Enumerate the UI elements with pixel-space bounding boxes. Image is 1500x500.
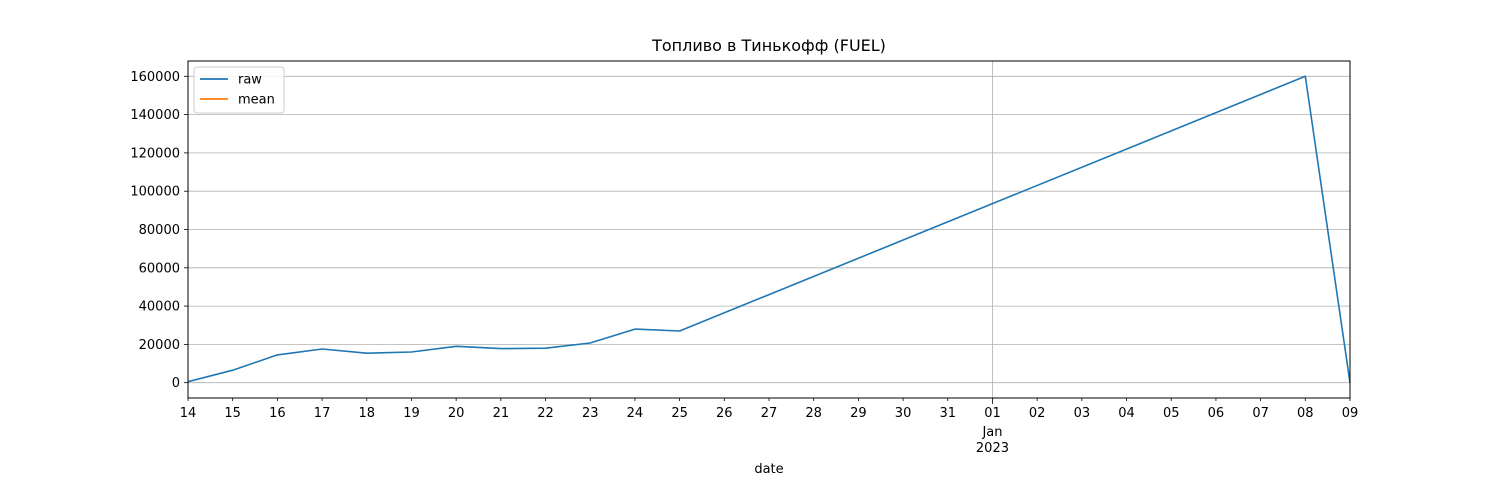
y-tick-label: 0 [172,376,180,391]
x-tick-label: 03 [1074,406,1091,421]
x-tick-sublabel: 2023 [976,441,1009,456]
legend-label-raw: raw [238,73,262,88]
x-tick-label: 19 [403,406,420,421]
x-tick-label: 31 [939,406,956,421]
x-tick-label: 28 [805,406,822,421]
series-lines [187,75,1351,383]
legend: raw mean [193,66,285,114]
x-tick-label: 01 [984,406,1001,421]
chart-title: Топливо в Тинькофф (FUEL) [651,36,886,55]
x-tick-label: 24 [627,406,644,421]
x-tick-label: 15 [224,406,241,421]
grid [188,61,1350,398]
x-tick-label: 07 [1252,406,1269,421]
x-tick-sublabel: Jan [981,425,1002,440]
series-line-raw [187,75,1351,383]
y-tick-label: 100000 [130,185,180,200]
y-tick-label: 60000 [139,261,180,276]
x-axis-label: date [754,462,783,477]
x-tick-label: 30 [895,406,912,421]
x-tick-label: 18 [358,406,375,421]
x-tick-label: 26 [716,406,733,421]
x-tick-label: 17 [314,406,331,421]
x-tick-label: 04 [1118,406,1135,421]
y-axis: 0 20000 40000 60000 80000 100000 120000 140000 1… [130,70,188,391]
x-tick-label: 29 [850,406,867,421]
x-tick-label: 16 [269,406,286,421]
x-tick-label: 08 [1297,406,1314,421]
x-tick-label: 20 [448,406,465,421]
x-axis: 14 15 16 17 18 19 20 21 22 23 24 25 26 27 28 29 30 31 01 Ja… [180,398,1359,456]
x-tick-label: 05 [1163,406,1180,421]
x-tick-label: 25 [671,406,688,421]
x-tick-label: 09 [1342,406,1359,421]
x-tick-label: 23 [582,406,599,421]
x-tick-label: 27 [761,406,778,421]
y-tick-label: 20000 [139,338,180,353]
x-tick-label: 21 [493,406,510,421]
y-tick-label: 120000 [130,146,180,161]
x-tick-label: 14 [180,406,197,421]
x-tick-label: 06 [1208,406,1225,421]
x-tick-label: 22 [537,406,554,421]
y-tick-label: 160000 [130,70,180,85]
x-tick-label: 02 [1029,406,1046,421]
y-tick-label: 140000 [130,108,180,123]
y-tick-label: 80000 [139,223,180,238]
y-tick-label: 40000 [139,300,180,315]
legend-label-mean: mean [238,93,275,108]
